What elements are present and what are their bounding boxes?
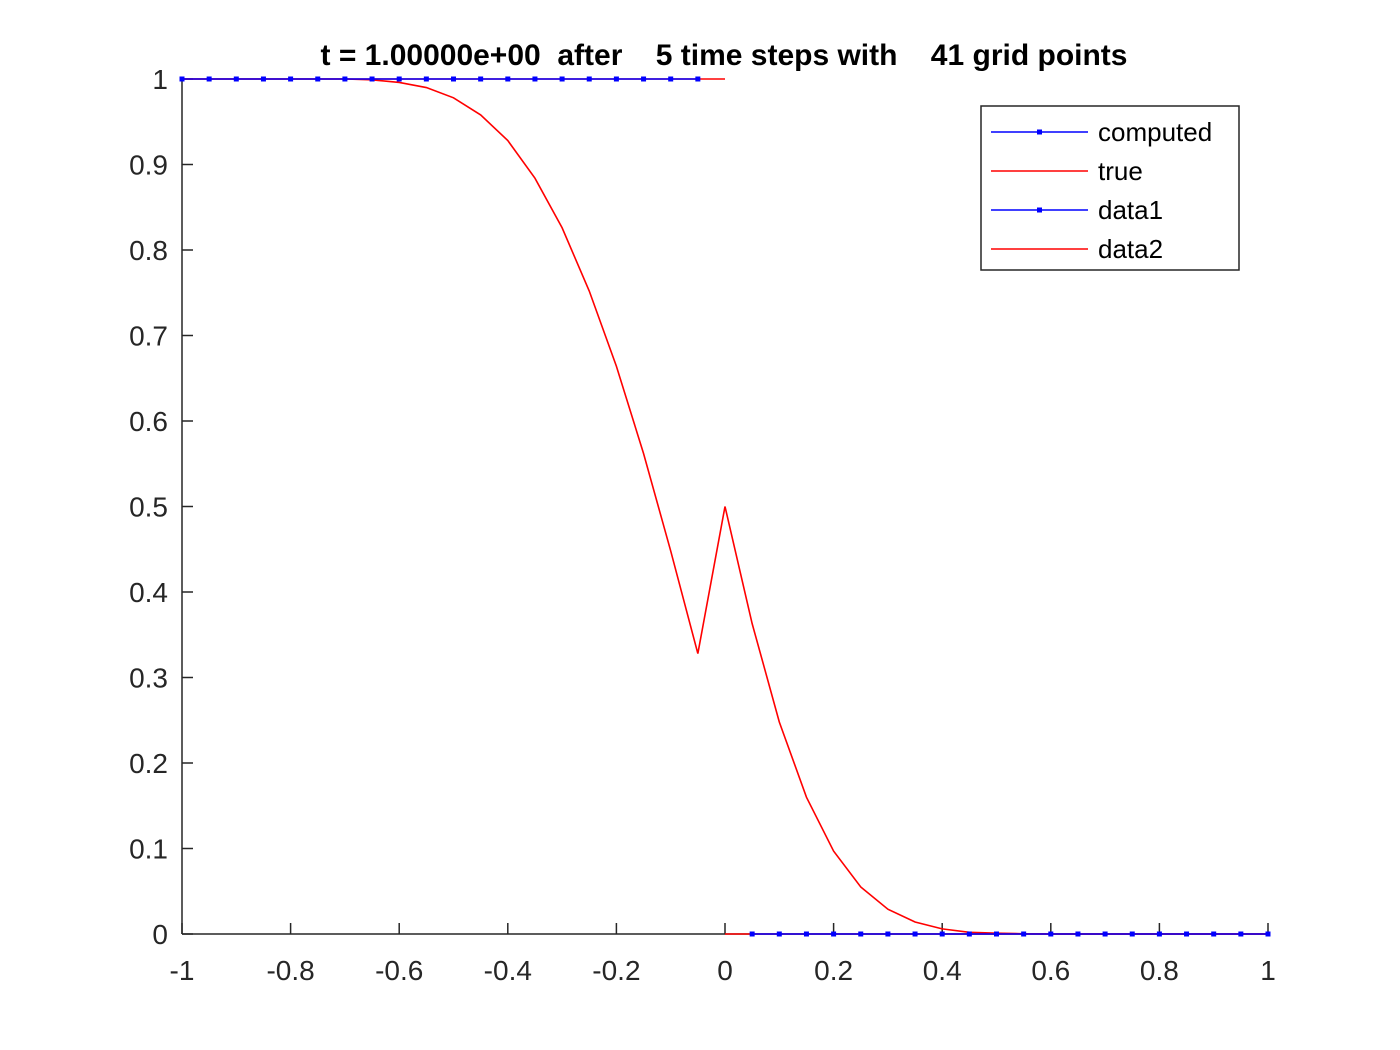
data-point: [641, 76, 647, 82]
data-point: [885, 931, 891, 937]
chart-title: t = 1.00000e+00 after 5 time steps with …: [321, 39, 1128, 72]
x-ticks: -1 -0.8 -0.6 -0.4 -0.2 0 0.2 0.4 0.6 0.8 1: [170, 923, 1276, 986]
data-point: [749, 931, 755, 937]
data-point: [939, 931, 945, 937]
data-point: [559, 76, 565, 82]
series-computed: [179, 76, 701, 82]
legend-item[interactable]: data1: [991, 195, 1163, 225]
data-point: [1156, 931, 1162, 937]
y-tick-label: 0.2: [129, 748, 168, 779]
series-data1: [749, 931, 1271, 937]
data-point: [586, 76, 592, 82]
legend-label: true: [1098, 156, 1143, 186]
data-point: [1129, 931, 1135, 937]
data-point: [396, 76, 402, 82]
y-tick-label: 0.5: [129, 492, 168, 523]
data-point: [342, 76, 348, 82]
data-point: [1184, 931, 1190, 937]
plot-area: [179, 76, 1271, 937]
legend-item[interactable]: computed: [991, 117, 1212, 147]
series-line: [182, 78, 1268, 935]
data-point: [831, 931, 837, 937]
legend[interactable]: computed true data1 data2: [980, 105, 1240, 271]
legend-swatch-marker: [1037, 129, 1042, 135]
legend-item[interactable]: data2: [991, 234, 1163, 264]
y-tick-label: 0: [152, 919, 168, 950]
data-point: [423, 76, 429, 82]
data-point: [206, 76, 212, 82]
data-point: [1021, 931, 1027, 937]
y-tick-label: 0.3: [129, 663, 168, 694]
x-tick-label: 0: [717, 955, 733, 986]
y-tick-label: 1: [152, 64, 168, 95]
data-point: [260, 76, 266, 82]
x-tick-label: 0.2: [814, 955, 853, 986]
data-point: [994, 931, 999, 937]
data-point: [858, 931, 864, 937]
x-tick-label: -0.2: [592, 955, 640, 986]
x-tick-label: -0.4: [484, 955, 532, 986]
legend-label: data1: [1098, 195, 1163, 225]
data-point: [451, 76, 456, 82]
data-point: [803, 931, 809, 937]
y-tick-label: 0.9: [129, 150, 168, 181]
data-point: [315, 76, 321, 82]
data-point: [668, 76, 674, 82]
x-tick-label: -1: [170, 955, 195, 986]
legend-box: [980, 105, 1240, 271]
data-point: [695, 76, 701, 82]
data-point: [1048, 931, 1054, 937]
legend-swatch-marker: [1037, 207, 1042, 213]
data-point: [1211, 931, 1217, 937]
x-tick-label: -0.6: [375, 955, 423, 986]
x-tick-label: 0.8: [1140, 955, 1179, 986]
data-point: [369, 76, 375, 82]
data-point: [505, 76, 511, 82]
data-point: [613, 76, 619, 82]
data-point: [1102, 931, 1108, 937]
y-tick-label: 0.4: [129, 577, 168, 608]
data-point: [1075, 931, 1081, 937]
data-point: [179, 76, 185, 82]
legend-label: data2: [1098, 234, 1163, 264]
data-point: [966, 931, 972, 937]
data-point: [532, 76, 538, 82]
data-point: [233, 76, 239, 82]
series-curve: [182, 78, 1268, 935]
y-tick-label: 0.6: [129, 406, 168, 437]
x-tick-label: 0.6: [1031, 955, 1070, 986]
legend-item[interactable]: true: [991, 156, 1143, 186]
data-point: [478, 76, 484, 82]
x-tick-label: -0.8: [266, 955, 314, 986]
data-point: [1265, 931, 1271, 937]
y-tick-label: 0.7: [129, 321, 168, 352]
legend-label: computed: [1098, 117, 1212, 147]
data-point: [912, 931, 918, 937]
data-point: [288, 76, 294, 82]
y-ticks: 0 0.1 0.2 0.3 0.4 0.5 0.6 0.7 0.8 0.9 1: [129, 64, 193, 950]
x-tick-label: 0.4: [923, 955, 962, 986]
y-tick-label: 0.1: [129, 834, 168, 865]
data-point: [1238, 931, 1244, 937]
data-point: [776, 931, 782, 937]
x-tick-label: 1: [1260, 955, 1276, 986]
axes: -1 -0.8 -0.6 -0.4 -0.2 0 0.2 0.4 0.6 0.8 1 0 0.1 0.2…: [129, 64, 1276, 986]
y-tick-label: 0.8: [129, 235, 168, 266]
